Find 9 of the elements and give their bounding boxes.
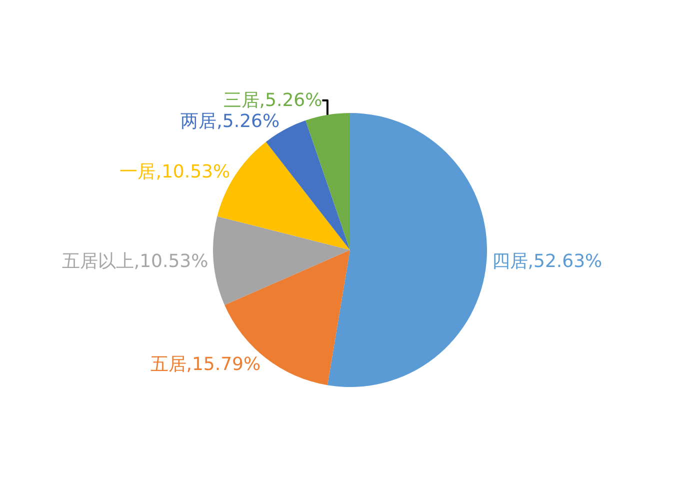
- slice-label: 五居,15.79%: [150, 354, 261, 376]
- pie-slice: [213, 216, 350, 306]
- pie-slice: [306, 113, 350, 250]
- pie-slice: [327, 113, 487, 387]
- slice-label: 三居,5.26%: [223, 90, 322, 111]
- slice-label: 四居,52.63%: [492, 250, 602, 272]
- slice-label: 一居,10.53%: [120, 161, 230, 182]
- slice-label: 五居以上,10.53%: [62, 250, 208, 272]
- slice-label: 两居,5.26%: [180, 110, 280, 132]
